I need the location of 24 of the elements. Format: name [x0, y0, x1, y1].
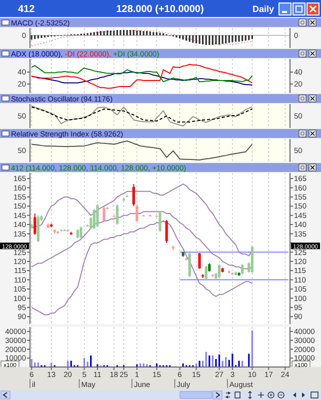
- text: 128.000 (+10.0000): [116, 4, 204, 15]
- line-series: [31, 65, 253, 82]
- line-series: [31, 184, 253, 256]
- candlestick: [198, 252, 201, 270]
- candlestick: [92, 208, 96, 230]
- candlestick: [132, 184, 135, 207]
- candlestick: [34, 213, 36, 236]
- candlestick: [188, 252, 191, 278]
- candlestick: [36, 214, 40, 243]
- candlestick: [241, 264, 244, 275]
- candlestick: [116, 204, 118, 226]
- candlestick: [204, 265, 208, 280]
- candlestick: [80, 226, 82, 239]
- text: Daily: [252, 4, 274, 14]
- candlestick: [165, 219, 168, 244]
- candlestick: [158, 211, 162, 232]
- candlestick: [218, 264, 221, 278]
- line-series: [31, 64, 253, 89]
- text: 412: [18, 4, 36, 15]
- line-series: [31, 220, 253, 316]
- candlestick: [76, 228, 79, 239]
- candlestick: [96, 204, 99, 228]
- candlestick: [102, 206, 106, 222]
- candlestick: [136, 204, 138, 222]
